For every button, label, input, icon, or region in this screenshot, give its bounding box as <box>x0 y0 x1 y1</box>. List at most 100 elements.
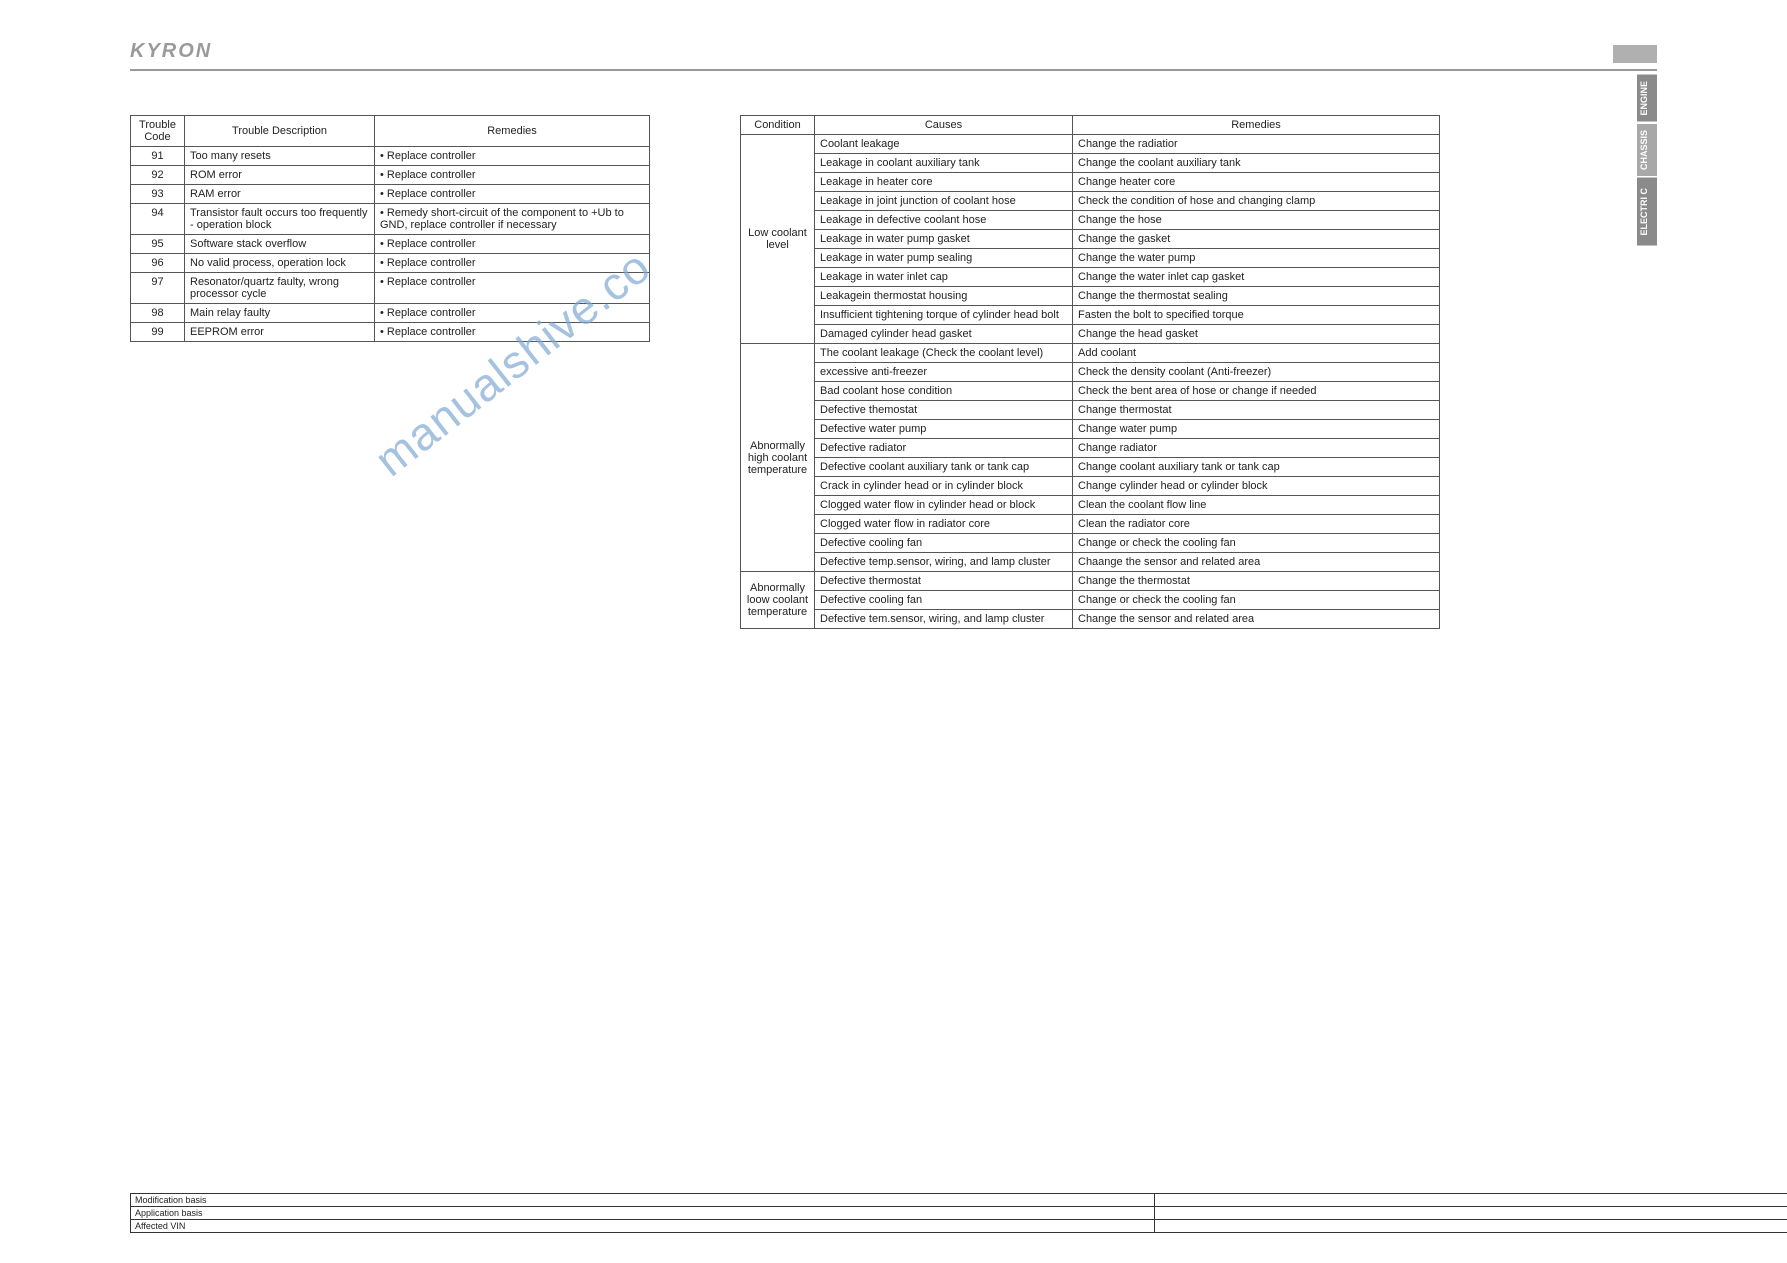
table-row: Leakagein thermostat housingChange the t… <box>741 287 1440 306</box>
cause-cell: Crack in cylinder head or in cylinder bl… <box>815 477 1073 496</box>
desc-cell: No valid process, operation lock <box>185 254 375 273</box>
table-row: Defective tem.sensor, wiring, and lamp c… <box>741 610 1440 629</box>
rem-cell: Change or check the cooling fan <box>1073 591 1440 610</box>
table-row: Leakage in heater coreChange heater core <box>741 173 1440 192</box>
code-cell: 97 <box>131 273 185 304</box>
code-cell: 94 <box>131 204 185 235</box>
table-row: Insufficient tightening torque of cylind… <box>741 306 1440 325</box>
table-row: Defective cooling fanChange or check the… <box>741 591 1440 610</box>
table-row: Defective cooling fanChange or check the… <box>741 534 1440 553</box>
rem-cell: Replace controller <box>375 185 650 204</box>
table-row: 95Software stack overflowReplace control… <box>131 235 650 254</box>
table-row: 99EEPROM errorReplace controller <box>131 323 650 342</box>
rem-cell: Check the density coolant (Anti-freezer) <box>1073 363 1440 382</box>
cause-cell: excessive anti-freezer <box>815 363 1073 382</box>
table-row: Leakage in defective coolant hoseChange … <box>741 211 1440 230</box>
footer-value <box>1154 1220 1787 1233</box>
desc-cell: Too many resets <box>185 147 375 166</box>
page-header: KYRON <box>130 40 1657 71</box>
table-row: Defective water pumpChange water pump <box>741 420 1440 439</box>
rem-cell: Chaange the sensor and related area <box>1073 553 1440 572</box>
rem-cell: Clean the radiator core <box>1073 515 1440 534</box>
cause-cell: Defective thermostat <box>815 572 1073 591</box>
footer-value <box>1154 1194 1787 1207</box>
cause-cell: Coolant leakage <box>815 135 1073 154</box>
rem-cell: Replace controller <box>375 235 650 254</box>
rem-cell: Check the condition of hose and changing… <box>1073 192 1440 211</box>
desc-cell: Main relay faulty <box>185 304 375 323</box>
table-row: Leakage in coolant auxiliary tankChange … <box>741 154 1440 173</box>
footer-label: Affected VIN <box>131 1220 1155 1233</box>
footer-table: Modification basis Application basis Aff… <box>130 1193 1787 1233</box>
right-column: ConditionCausesRemediesLow coolant level… <box>740 115 1440 629</box>
rem-cell: Change the water inlet cap gasket <box>1073 268 1440 287</box>
content-area: Trouble CodeTrouble DescriptionRemedies9… <box>130 115 1602 629</box>
header-grey-box <box>1613 45 1657 63</box>
cause-cell: Insufficient tightening torque of cylind… <box>815 306 1073 325</box>
cause-cell: Defective themostat <box>815 401 1073 420</box>
cause-cell: Defective water pump <box>815 420 1073 439</box>
tab-electri: ELECTRI C <box>1637 178 1657 246</box>
table-row: 97Resonator/quartz faulty, wrong process… <box>131 273 650 304</box>
rem-cell: Fasten the bolt to specified torque <box>1073 306 1440 325</box>
cause-cell: Leakage in coolant auxiliary tank <box>815 154 1073 173</box>
cause-cell: Leakage in heater core <box>815 173 1073 192</box>
table-header: Trouble Code <box>131 116 185 147</box>
table-row: 92ROM errorReplace controller <box>131 166 650 185</box>
table-row: excessive anti-freezerCheck the density … <box>741 363 1440 382</box>
code-cell: 95 <box>131 235 185 254</box>
rem-cell: Change cylinder head or cylinder block <box>1073 477 1440 496</box>
cause-cell: Leakage in joint junction of coolant hos… <box>815 192 1073 211</box>
table-row: Low coolant levelCoolant leakageChange t… <box>741 135 1440 154</box>
tab-engine: ENGINE <box>1637 75 1657 122</box>
cause-cell: Leakage in water pump gasket <box>815 230 1073 249</box>
table-row: 91Too many resetsReplace controller <box>131 147 650 166</box>
cause-cell: Leakage in defective coolant hose <box>815 211 1073 230</box>
cause-cell: Bad coolant hose condition <box>815 382 1073 401</box>
rem-cell: Change water pump <box>1073 420 1440 439</box>
rem-cell: Clean the coolant flow line <box>1073 496 1440 515</box>
condition-cell: Low coolant level <box>741 135 815 344</box>
condition-cell: Abnormally high coolant temperature <box>741 344 815 572</box>
table-row: Bad coolant hose conditionCheck the bent… <box>741 382 1440 401</box>
side-tabs: ENGINE CHASSIS ELECTRI C <box>1637 75 1657 245</box>
desc-cell: EEPROM error <box>185 323 375 342</box>
table-row: Clogged water flow in radiator coreClean… <box>741 515 1440 534</box>
table-row: Abnormally loow coolant temperatureDefec… <box>741 572 1440 591</box>
cause-cell: Leakage in water inlet cap <box>815 268 1073 287</box>
cause-cell: The coolant leakage (Check the coolant l… <box>815 344 1073 363</box>
rem-cell: Change radiator <box>1073 439 1440 458</box>
table-row: 94Transistor fault occurs too frequently… <box>131 204 650 235</box>
condition-cell: Abnormally loow coolant temperature <box>741 572 815 629</box>
cause-cell: Defective tem.sensor, wiring, and lamp c… <box>815 610 1073 629</box>
table-row: Defective coolant auxiliary tank or tank… <box>741 458 1440 477</box>
table-row: 98Main relay faultyReplace controller <box>131 304 650 323</box>
desc-cell: RAM error <box>185 185 375 204</box>
table-row: 96No valid process, operation lockReplac… <box>131 254 650 273</box>
table-header: Remedies <box>375 116 650 147</box>
cause-cell: Clogged water flow in cylinder head or b… <box>815 496 1073 515</box>
tab-chassis: CHASSIS <box>1637 124 1657 176</box>
rem-cell: Replace controller <box>375 323 650 342</box>
rem-cell: Change the head gasket <box>1073 325 1440 344</box>
rem-cell: Replace controller <box>375 304 650 323</box>
cause-cell: Defective cooling fan <box>815 591 1073 610</box>
rem-cell: Change the sensor and related area <box>1073 610 1440 629</box>
table-row: Defective radiatorChange radiator <box>741 439 1440 458</box>
rem-cell: Change the coolant auxiliary tank <box>1073 154 1440 173</box>
desc-cell: Transistor fault occurs too frequently -… <box>185 204 375 235</box>
table-row: Leakage in water pump sealingChange the … <box>741 249 1440 268</box>
footer-label: Modification basis <box>131 1194 1155 1207</box>
code-cell: 99 <box>131 323 185 342</box>
footer-value <box>1154 1207 1787 1220</box>
table-row: Damaged cylinder head gasketChange the h… <box>741 325 1440 344</box>
table-row: Leakage in water pump gasketChange the g… <box>741 230 1440 249</box>
cause-cell: Leakage in water pump sealing <box>815 249 1073 268</box>
rem-cell: Change the hose <box>1073 211 1440 230</box>
rem-cell: Change thermostat <box>1073 401 1440 420</box>
table-row: Abnormally high coolant temperatureThe c… <box>741 344 1440 363</box>
rem-cell: Remedy short-circuit of the component to… <box>375 204 650 235</box>
rem-cell: Replace controller <box>375 273 650 304</box>
table-header: Causes <box>815 116 1073 135</box>
cause-cell: Clogged water flow in radiator core <box>815 515 1073 534</box>
